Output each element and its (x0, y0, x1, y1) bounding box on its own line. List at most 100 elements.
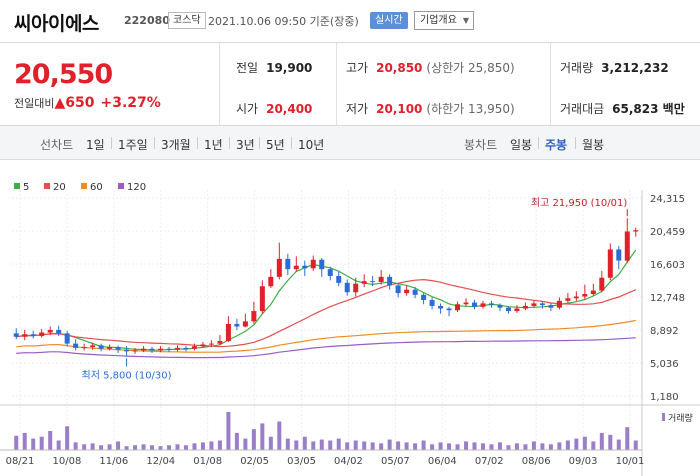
candle-body (39, 332, 45, 336)
volume-bar (430, 444, 435, 450)
high-label: 고가 (346, 61, 369, 75)
tab-separator (259, 137, 260, 149)
volume-bar (277, 421, 282, 450)
legend-swatch-5 (14, 183, 20, 189)
x-tick-label: 11/06 (99, 456, 128, 467)
candle-body (124, 349, 130, 352)
volume-bar (565, 440, 570, 450)
candle-body (582, 293, 588, 297)
open-value: 20,400 (266, 102, 313, 116)
candle-body (149, 348, 155, 351)
chart-grid (12, 190, 642, 450)
divider (336, 43, 337, 125)
volume-bar (370, 442, 375, 450)
candle-body (344, 282, 350, 293)
candle-body (107, 347, 113, 349)
volume-bar (387, 439, 392, 450)
volume-bar (116, 441, 121, 450)
candle-body (370, 281, 376, 283)
x-tick-label: 02/05 (240, 456, 269, 467)
volume-legend-swatch (662, 413, 665, 421)
candle-body (599, 277, 605, 291)
tab-3month[interactable]: 3개월 (161, 138, 191, 152)
volume-bar (531, 441, 536, 450)
y-tick-label: 16,603 (650, 260, 685, 271)
volume-bar (362, 441, 367, 450)
tab-1day[interactable]: 1일 (86, 138, 105, 152)
candle-body (556, 300, 562, 308)
candle-body (64, 333, 70, 344)
realtime-button[interactable]: 실시간 (370, 12, 408, 29)
market-badge: 코스닥 (168, 12, 206, 29)
tab-10year[interactable]: 10년 (298, 138, 325, 152)
volume-bar (540, 443, 545, 450)
x-tick-label: 07/02 (475, 456, 504, 467)
chart-axes: 24,315 20,459 16,603 12,748 8,892 5,036 1,180 0… (0, 190, 700, 476)
candle-body (191, 346, 197, 349)
volume-bar (404, 442, 409, 450)
candle-body (514, 308, 520, 312)
legend-swatch-120 (118, 183, 124, 189)
line-chart-header: 선차트 (40, 138, 74, 152)
candle-body (488, 303, 494, 306)
tab-3year[interactable]: 3년 (236, 138, 255, 152)
volume-bar (124, 446, 129, 450)
volume-label: 거래량 (668, 412, 693, 424)
tab-1week[interactable]: 1주일 (118, 138, 148, 152)
volume-bar (294, 440, 299, 450)
tab-1year[interactable]: 1년 (204, 138, 223, 152)
volume-bar (167, 445, 171, 450)
volume-bar (514, 443, 519, 450)
candle-body (590, 290, 596, 294)
tab-weekly[interactable]: 주봉 (545, 138, 568, 152)
volume-bar (311, 441, 316, 450)
volume-bar (31, 438, 36, 450)
company-info-select[interactable]: 기업개요 ▼ (414, 11, 474, 30)
x-tick-label: 05/07 (381, 456, 410, 467)
tab-separator (111, 137, 112, 149)
x-tick-label: 09/03 (569, 456, 598, 467)
amount-value: 65,823 백만 (612, 102, 685, 116)
legend-label-5: 5 (23, 182, 29, 193)
volume-bar (548, 444, 553, 450)
volume-bar (302, 436, 307, 450)
stock-chart[interactable]: 5 20 60 120 거래량 24,315 20,459 16,603 12,748 8,8… (0, 160, 700, 476)
price-panel: 20,550 전일대비▲650 +3.27% 전일 19,900 시가 20,400 … (0, 42, 700, 126)
candle-body (183, 347, 189, 349)
candle-body (276, 258, 282, 277)
candle-body (242, 321, 248, 327)
tab-separator (291, 137, 292, 149)
candle-body (13, 333, 19, 337)
volume-bar (22, 432, 27, 450)
high-cell: 고가 20,850 (상한가 25,850) (346, 59, 515, 76)
stock-header: 씨아이에스 222080 코스닥 2021.10.06 09:50 기준(장중)… (0, 0, 700, 42)
candle-body (319, 259, 325, 270)
tab-daily[interactable]: 일봉 (510, 138, 533, 152)
candle-body (132, 350, 138, 352)
tab-separator (538, 137, 539, 149)
low-value: 20,100 (376, 102, 423, 116)
volume-bar (336, 438, 341, 450)
ma-line-60 (16, 319, 636, 353)
legend-swatch-20 (44, 183, 50, 189)
tab-separator (229, 137, 230, 149)
volume-bars: 거래량 (14, 412, 693, 450)
volume-cell: 거래량 3,212,232 (560, 59, 669, 76)
candle-body (565, 298, 571, 301)
volume-bar (455, 444, 460, 450)
legend-label-120: 120 (127, 182, 146, 193)
candle-body (497, 305, 503, 308)
volume-bar (413, 443, 418, 450)
candle-body (455, 304, 461, 311)
volume-bar (625, 427, 630, 450)
tab-monthly[interactable]: 월봉 (582, 138, 605, 152)
upper-limit: (상한가 25,850) (426, 61, 515, 75)
volume-bar (345, 442, 350, 450)
volume-bar (396, 441, 401, 450)
tab-5year[interactable]: 5년 (266, 138, 285, 152)
tab-separator (154, 137, 155, 149)
candle-body (47, 329, 53, 333)
volume-value: 3,212,232 (601, 61, 669, 75)
chart-tab-bar: 선차트 1일 1주일 3개월 1년 3년 5년 10년 봉차트 일봉 주봉 월봉 (0, 126, 700, 160)
candle-body (268, 276, 274, 287)
